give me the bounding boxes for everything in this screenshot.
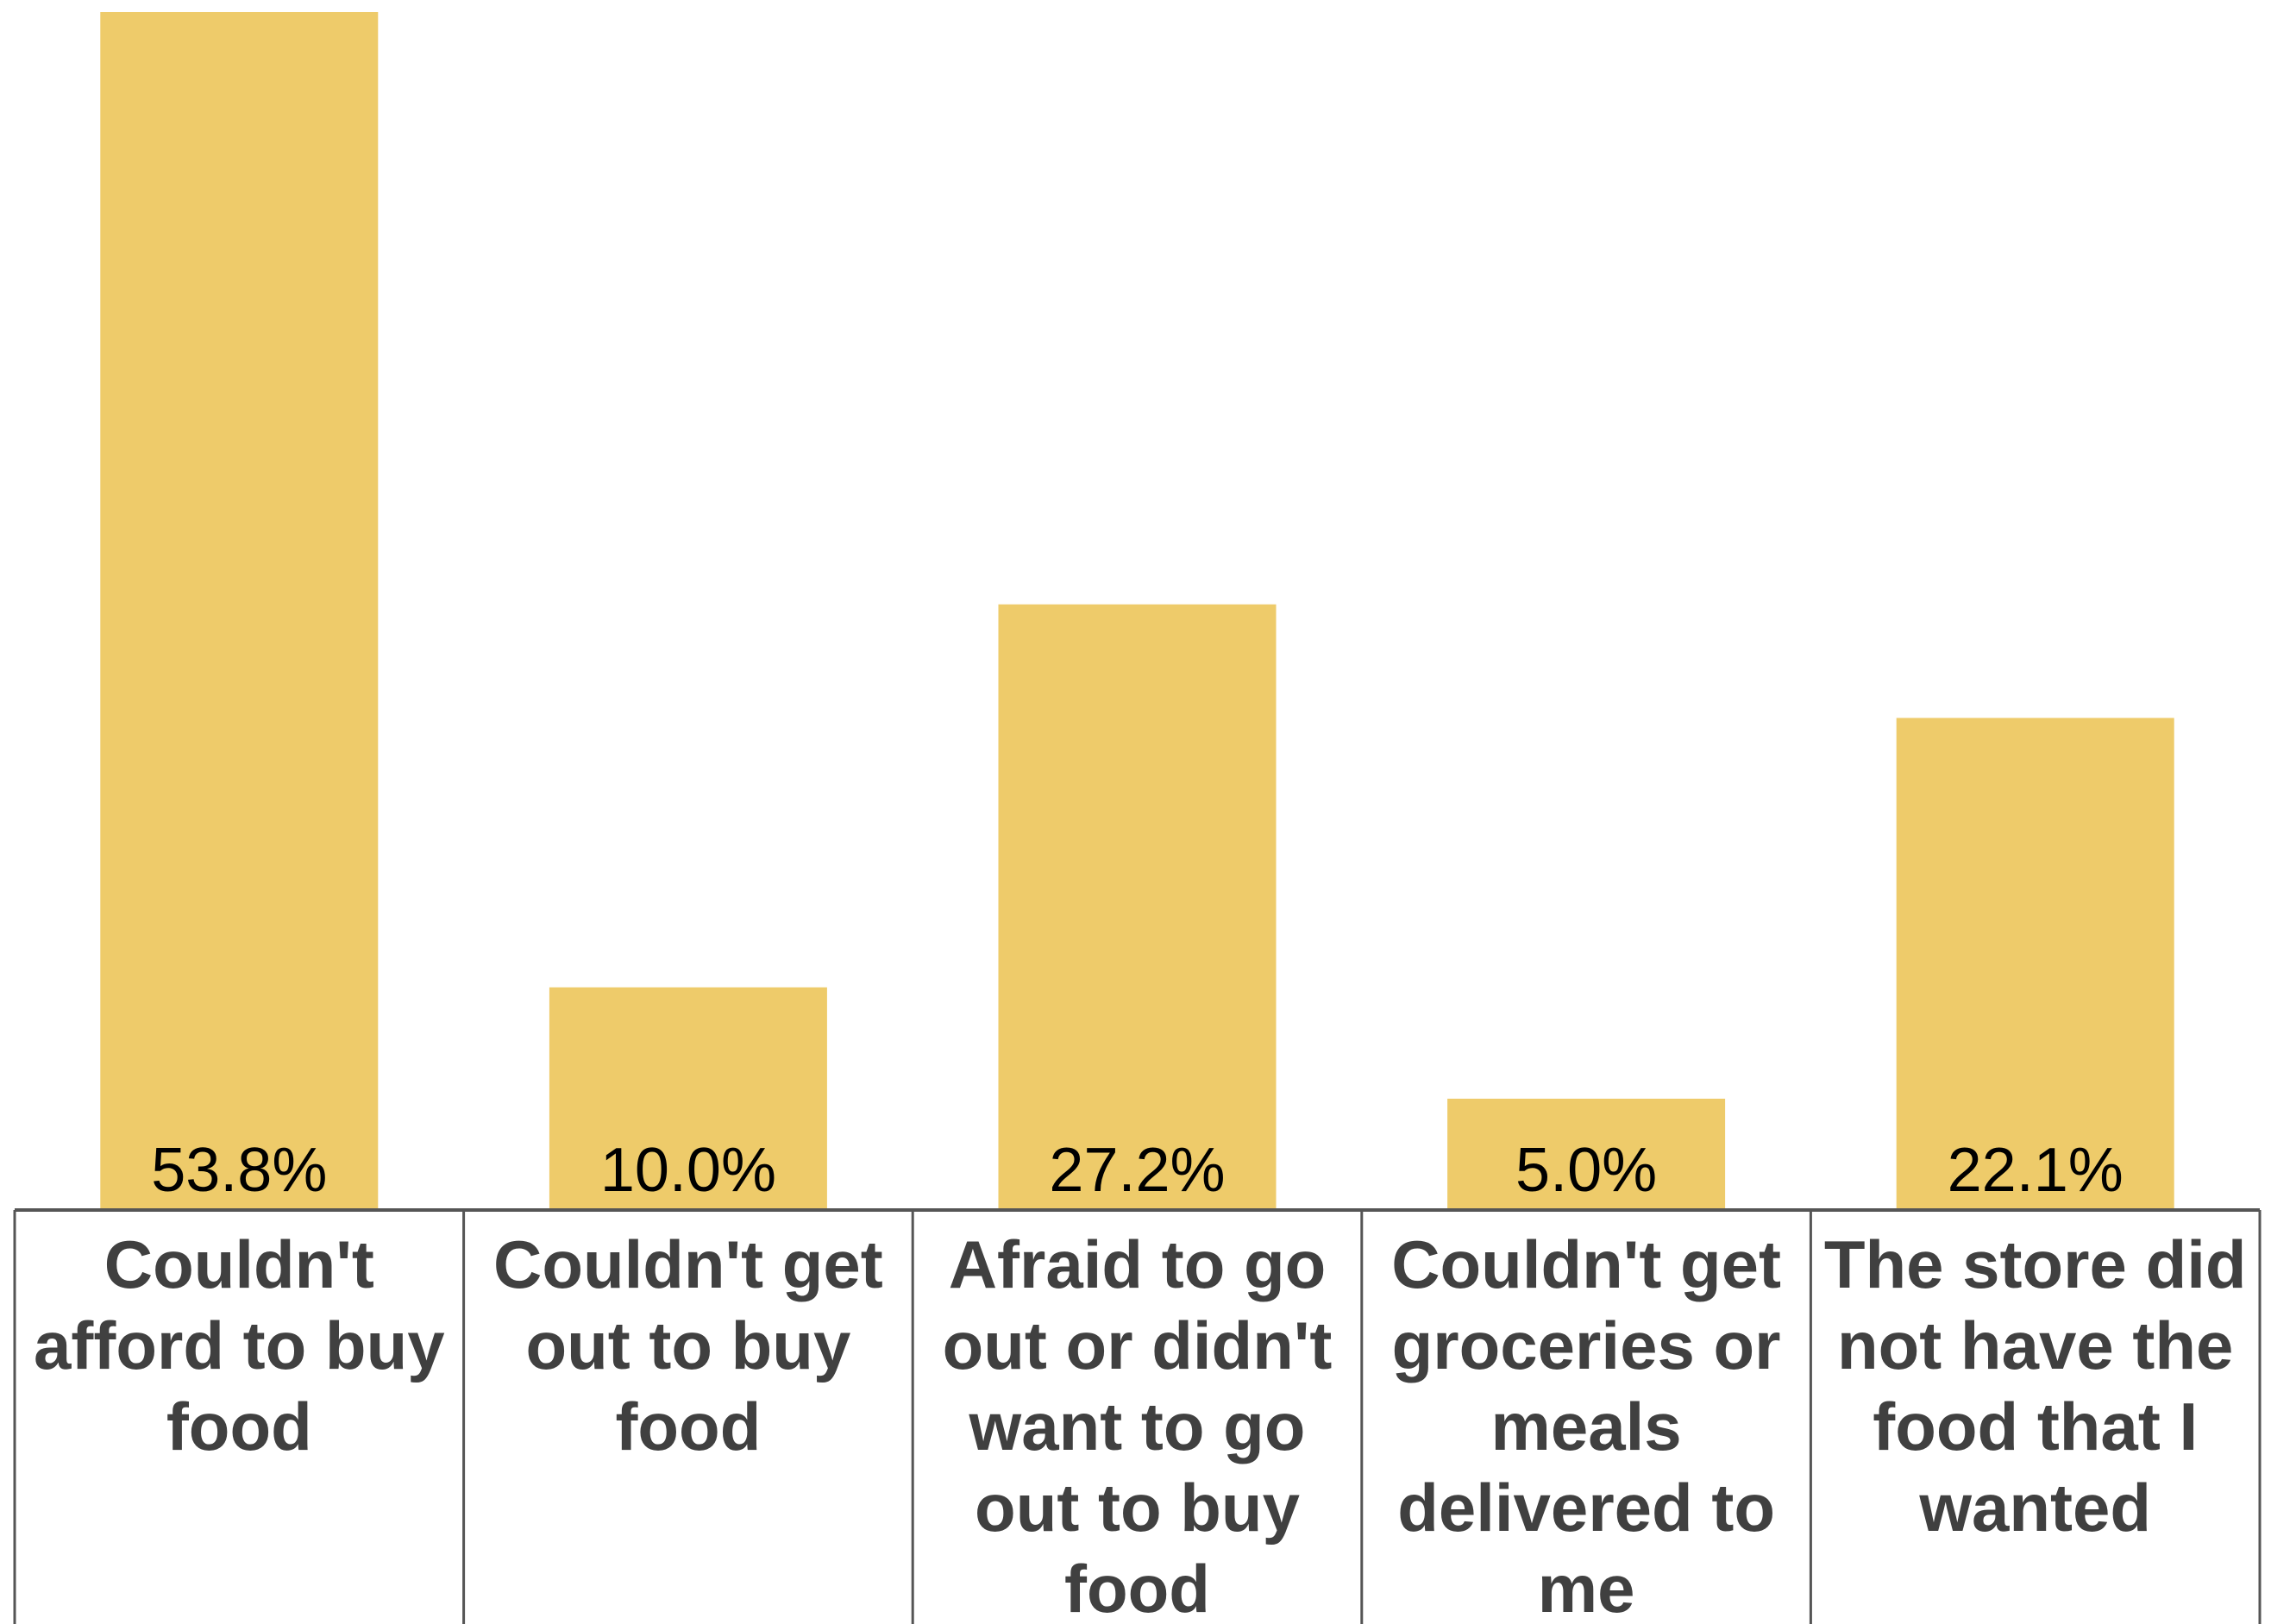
category-label-line: The store did (1824, 1226, 2247, 1302)
data-label: 22.1% (1948, 1136, 2124, 1205)
category-label-line: food (615, 1389, 761, 1464)
bar (100, 12, 379, 1210)
category-label-line: out to buy (975, 1470, 1300, 1546)
category-label-line: food (166, 1389, 312, 1464)
category-label: Couldn't afford to buy food (34, 1226, 445, 1464)
bars-layer (100, 12, 2174, 1210)
bar (1896, 718, 2174, 1210)
category-label: Afraid to go out or didn't want to go out t… (943, 1226, 1333, 1624)
category-label-line: Couldn't get (493, 1226, 883, 1302)
data-label: 53.8% (151, 1136, 327, 1205)
category-label: Couldn't get out to buy food (493, 1226, 883, 1464)
category-label-line: food that I (1873, 1389, 2198, 1464)
category-label-line: not have the (1837, 1307, 2233, 1383)
category-label-line: meals (1491, 1389, 1682, 1464)
bar (1447, 1098, 1726, 1210)
data-label: 10.0% (600, 1136, 776, 1205)
category-label-line: want to go (969, 1389, 1306, 1464)
category-label-line: afford to buy (34, 1307, 445, 1383)
category-label-line: delivered to (1397, 1470, 1775, 1546)
bar (998, 604, 1277, 1210)
data-label: 5.0% (1515, 1136, 1657, 1205)
category-label: Couldn't get groceries or meals delivered t… (1391, 1226, 1781, 1624)
category-label-line: out or didn't (943, 1307, 1333, 1383)
value-labels: 53.8% 10.0% 27.2% 5.0% 22.1% (151, 1136, 2124, 1205)
category-label-line: Couldn't get (1391, 1226, 1781, 1302)
category-label-line: out to buy (525, 1307, 850, 1383)
category-label-line: Afraid to go (949, 1226, 1327, 1302)
category-table (13, 1208, 2262, 1624)
category-label-line: food (1064, 1551, 1210, 1624)
category-label-line: wanted (1918, 1470, 2151, 1546)
bar (549, 987, 827, 1210)
category-label-line: me (1538, 1551, 1635, 1624)
category-label-line: Couldn't (104, 1226, 374, 1302)
category-label-line: groceries or (1392, 1307, 1781, 1383)
data-label: 27.2% (1049, 1136, 1225, 1205)
